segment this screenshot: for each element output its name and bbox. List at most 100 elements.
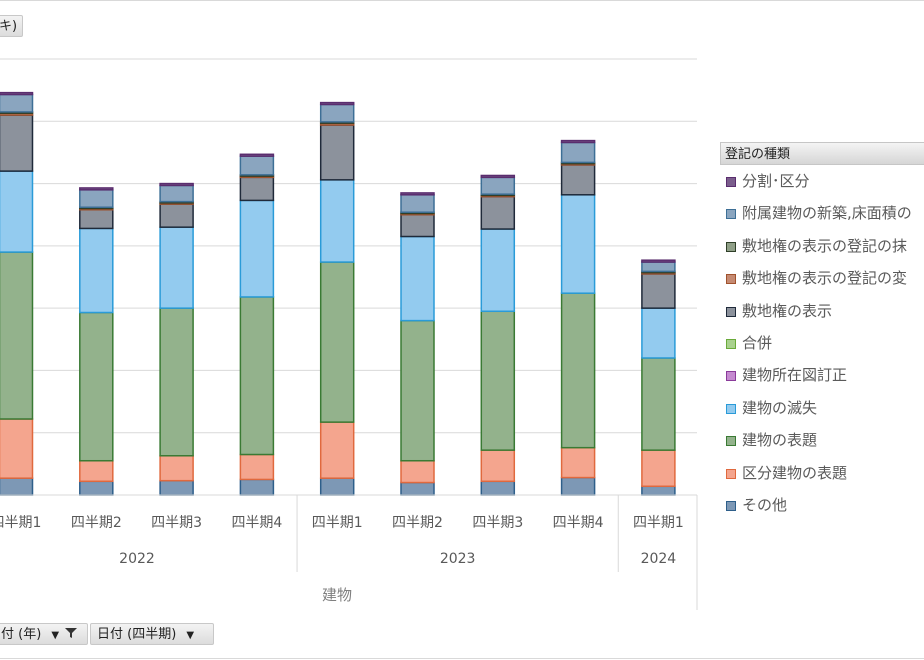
- bar-segment[interactable]: [0, 477, 34, 496]
- bar-segment[interactable]: [560, 141, 596, 164]
- bar-segment[interactable]: [560, 139, 596, 144]
- bar-segment[interactable]: [319, 103, 355, 123]
- legend-item[interactable]: 建物の滅失: [726, 398, 817, 418]
- bar-segment[interactable]: [400, 481, 435, 496]
- bar-segment[interactable]: [79, 227, 114, 314]
- legend-swatch: [726, 241, 736, 252]
- bar-segment[interactable]: [480, 228, 516, 313]
- bar-segment[interactable]: [0, 251, 34, 420]
- bar-segment[interactable]: [400, 192, 435, 196]
- bar-segment[interactable]: [319, 477, 355, 496]
- bar-segment[interactable]: [0, 418, 34, 479]
- quarter-tick-label: 四半期2: [71, 515, 122, 531]
- legend-item[interactable]: 附属建物の新築,床面積の: [726, 203, 912, 223]
- bar-segment[interactable]: [159, 455, 194, 482]
- legend-swatch: [726, 306, 736, 317]
- legend-title[interactable]: 登記の種類: [720, 142, 924, 165]
- legend-item[interactable]: 敷地権の表示の登記の抹: [726, 236, 907, 256]
- legend-item[interactable]: その他: [726, 495, 787, 515]
- legend-label: 合併: [742, 334, 773, 352]
- legend-item[interactable]: 建物の表題: [726, 430, 817, 450]
- bar-segment[interactable]: [641, 485, 676, 496]
- bar-segment[interactable]: [239, 296, 275, 456]
- bar-segment[interactable]: [319, 179, 355, 263]
- bar-segment[interactable]: [159, 184, 194, 203]
- bar-segment[interactable]: [239, 155, 275, 176]
- bar-segment[interactable]: [641, 357, 676, 451]
- bar-segment[interactable]: [400, 459, 435, 484]
- field-button-year[interactable]: 付 (年) ▼: [0, 623, 88, 645]
- bar-segment[interactable]: [560, 446, 596, 479]
- bars: [0, 91, 676, 496]
- legend-item[interactable]: 分割･区分: [726, 171, 810, 191]
- legend-label: その他: [742, 496, 788, 514]
- legend-label: 区分建物の表題: [742, 463, 848, 482]
- bar-segment[interactable]: [480, 449, 516, 483]
- bar-segment[interactable]: [560, 292, 596, 449]
- bar-segment[interactable]: [641, 261, 676, 273]
- bar-segment[interactable]: [239, 153, 275, 157]
- bar-segment[interactable]: [480, 310, 516, 451]
- bar-segment[interactable]: [319, 124, 355, 181]
- bar-segment[interactable]: [159, 203, 194, 228]
- legend-item[interactable]: 敷地権の表示: [726, 301, 832, 321]
- legend-swatch: [726, 436, 736, 447]
- bar-segment[interactable]: [79, 189, 114, 208]
- bar-segment[interactable]: [560, 476, 596, 496]
- bar-segment[interactable]: [319, 101, 355, 106]
- legend-swatch: [726, 177, 736, 187]
- bar-segment[interactable]: [480, 176, 516, 195]
- field-button-quarter[interactable]: 日付 (四半期) ▼: [90, 623, 214, 645]
- quarter-tick-label: 四半期4: [553, 515, 604, 531]
- field-button-top[interactable]: キ): [0, 15, 23, 37]
- bar-segment[interactable]: [319, 421, 355, 479]
- bar-segment[interactable]: [159, 307, 194, 457]
- legend-swatch: [726, 403, 736, 414]
- bar-segment[interactable]: [641, 273, 676, 309]
- chevron-down-icon: ▼: [186, 630, 195, 641]
- legend-item[interactable]: 建物所在図訂正: [726, 365, 847, 385]
- bar-segment[interactable]: [400, 194, 435, 213]
- bar-segment[interactable]: [480, 195, 516, 230]
- bar-segment[interactable]: [0, 170, 34, 253]
- bar-segment[interactable]: [0, 114, 34, 172]
- bar-segment[interactable]: [239, 199, 275, 298]
- bar-segment[interactable]: [159, 182, 194, 187]
- bar-segment[interactable]: [319, 261, 355, 423]
- bar-segment[interactable]: [400, 213, 435, 238]
- frame-bottom-border: [0, 658, 924, 659]
- bar-segment[interactable]: [641, 307, 676, 359]
- bar-segment[interactable]: [79, 480, 114, 496]
- legend-label: 敷地権の表示: [742, 301, 833, 320]
- bar-segment[interactable]: [159, 479, 194, 496]
- bar-segment[interactable]: [480, 480, 516, 496]
- legend-label: 敷地権の表示の登記の抹: [742, 236, 908, 255]
- bar-segment[interactable]: [0, 93, 34, 113]
- year-tick-label: 2023: [440, 551, 476, 567]
- bar-segment[interactable]: [239, 453, 275, 481]
- legend-title-text: 登記の種類: [725, 147, 791, 162]
- bar-segment[interactable]: [560, 194, 596, 294]
- bar-segment[interactable]: [79, 311, 114, 462]
- bar-segment[interactable]: [641, 449, 676, 488]
- bar-segment[interactable]: [159, 226, 194, 309]
- bar-segment[interactable]: [560, 164, 596, 196]
- field-button-quarter-label: 日付 (四半期): [97, 627, 177, 642]
- bar-segment[interactable]: [400, 319, 435, 462]
- bar-segment[interactable]: [0, 91, 34, 96]
- bar-segment[interactable]: [480, 174, 516, 179]
- legend-item[interactable]: 敷地権の表示の登記の変: [726, 268, 907, 288]
- bar-segment[interactable]: [79, 459, 114, 483]
- bar-segment[interactable]: [79, 187, 114, 191]
- legend-item[interactable]: 合併: [726, 333, 772, 353]
- year-tick-label: 2022: [119, 551, 155, 567]
- legend-label: 附属建物の新築,床面積の: [742, 204, 912, 223]
- bar-segment[interactable]: [79, 208, 114, 230]
- year-tick-label: 2024: [641, 551, 677, 567]
- bar-segment[interactable]: [641, 259, 676, 263]
- bar-segment[interactable]: [239, 176, 275, 202]
- filter-icon: [65, 628, 78, 638]
- bar-segment[interactable]: [239, 478, 275, 496]
- bar-segment[interactable]: [400, 235, 435, 322]
- legend-item[interactable]: 区分建物の表題: [726, 463, 847, 483]
